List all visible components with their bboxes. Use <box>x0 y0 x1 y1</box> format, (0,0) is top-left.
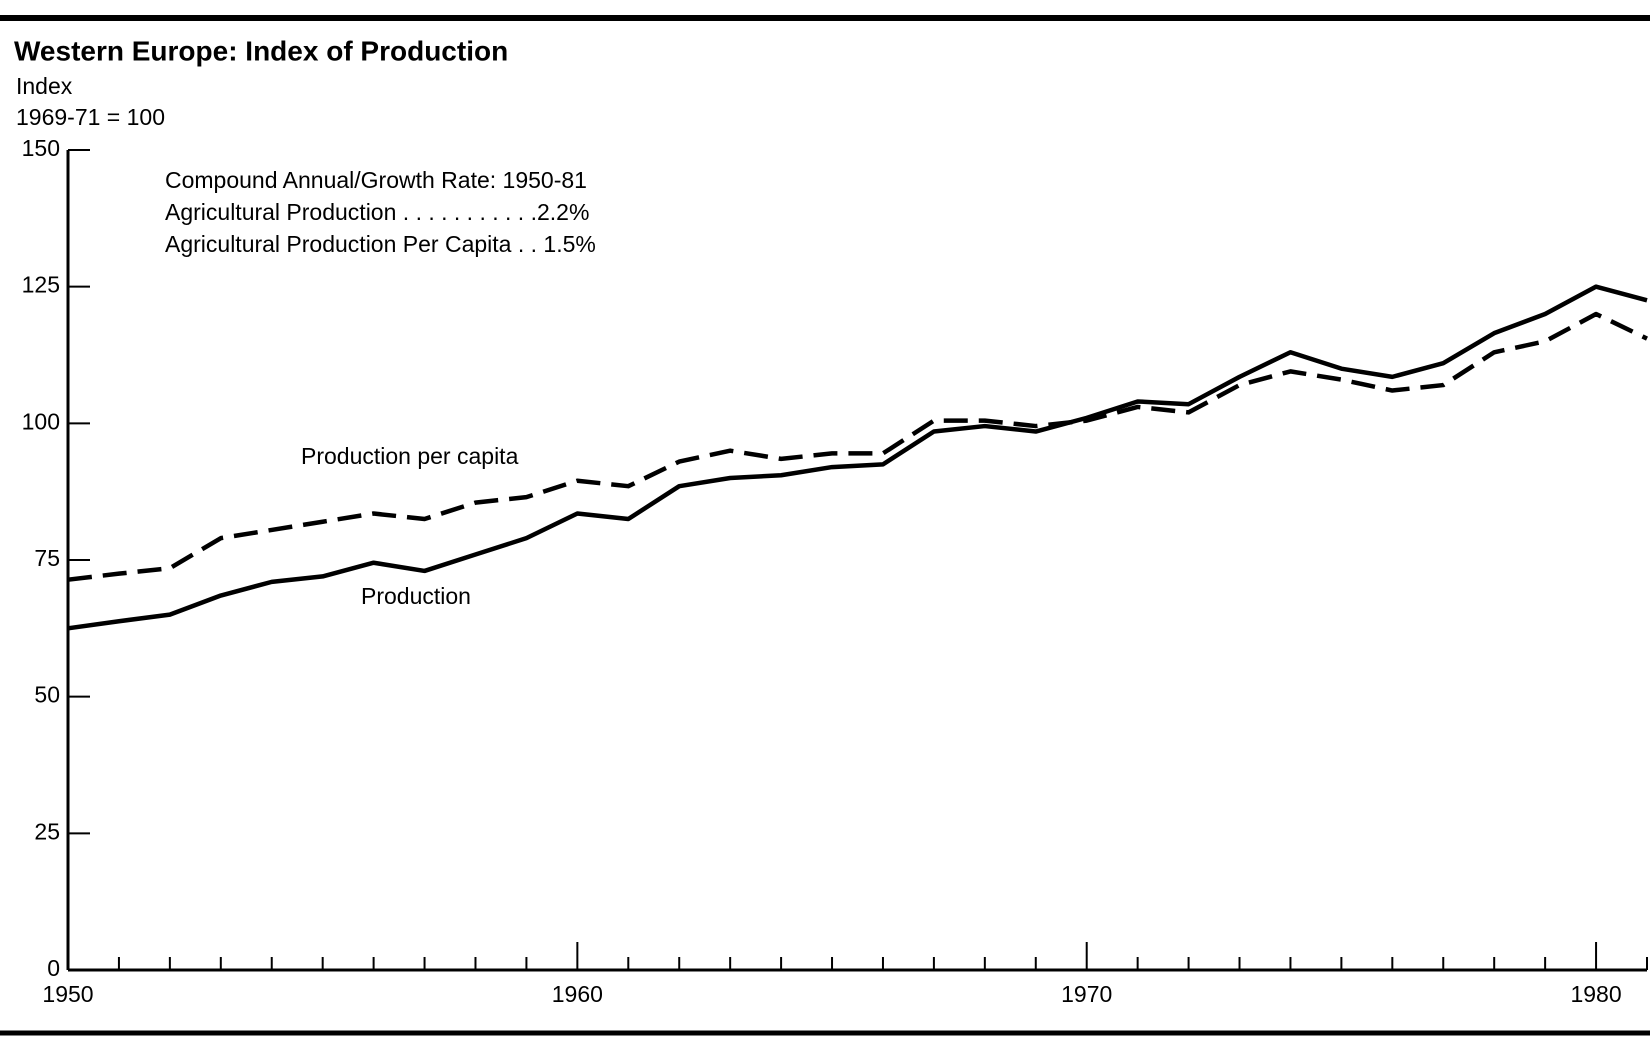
y-tick-label: 25 <box>34 818 60 844</box>
annotation: Agricultural Production Per Capita . . 1… <box>165 231 596 257</box>
y-axis-sublabel: 1969-71 = 100 <box>16 104 165 130</box>
y-tick-label: 0 <box>47 955 60 981</box>
x-tick-label: 1970 <box>1061 981 1112 1007</box>
annotation: Compound Annual/Growth Rate: 1950-81 <box>165 167 587 193</box>
series-label: Production <box>361 583 471 609</box>
x-tick-label: 1980 <box>1570 981 1621 1007</box>
y-tick-label: 150 <box>22 135 60 161</box>
series-line <box>67 311 1648 582</box>
y-axis-label: Index <box>16 73 73 99</box>
y-tick-label: 100 <box>22 408 60 434</box>
annotation: Agricultural Production . . . . . . . . … <box>165 199 589 225</box>
chart-title: Western Europe: Index of Production <box>14 35 508 66</box>
x-tick-label: 1960 <box>552 981 603 1007</box>
y-tick-label: 75 <box>34 545 60 571</box>
y-tick-label: 50 <box>34 682 60 708</box>
series-label: Production per capita <box>301 443 519 469</box>
x-tick-label: 1950 <box>42 981 93 1007</box>
y-tick-label: 125 <box>22 272 60 298</box>
series-line <box>67 284 1648 631</box>
